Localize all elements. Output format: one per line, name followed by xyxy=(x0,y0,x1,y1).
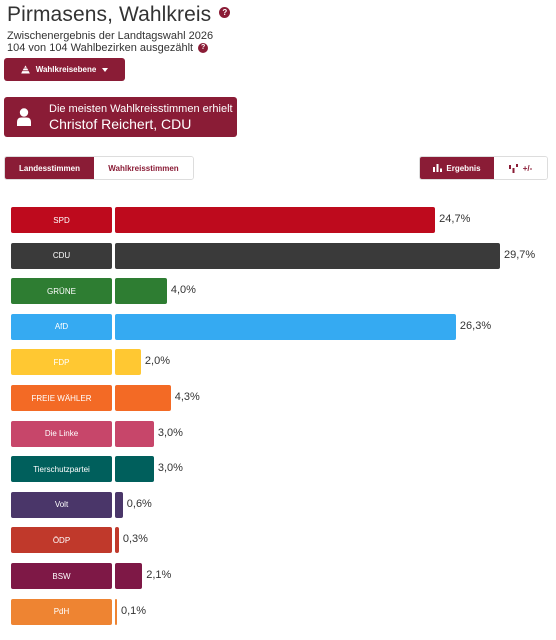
bar xyxy=(115,420,154,447)
bar-chart-icon xyxy=(433,164,443,172)
winner-caption: Die meisten Wahlkreisstimmen erhielt xyxy=(49,103,233,115)
diff-icon xyxy=(508,163,518,173)
view-result-button[interactable]: Ergebnis xyxy=(420,157,494,179)
party-label: SPD xyxy=(11,207,112,233)
winner-banner: Die meisten Wahlkreisstimmen erhielt Chr… xyxy=(4,97,237,137)
bar xyxy=(115,385,171,411)
bar xyxy=(115,278,167,305)
tab-landesstimmen[interactable]: Landesstimmen xyxy=(5,157,94,179)
result-bar-chart: SPD 24,7% CDU 29,7% GRÜNE 4,0% AfD 26,3% FDP 2,0%… xyxy=(0,200,556,640)
bar-value-label: 0,1% xyxy=(121,604,147,617)
party-label: FDP xyxy=(11,349,112,376)
party-label: ÖDP xyxy=(11,527,112,554)
party-label: Volt xyxy=(11,491,112,518)
party-label: Tierschutzpartei xyxy=(11,456,112,483)
party-label: FREIE WÄHLER xyxy=(11,385,112,411)
winner-name: Christof Reichert, CDU xyxy=(49,116,192,132)
party-label: BSW xyxy=(11,563,112,589)
pyramid-icon xyxy=(20,65,30,74)
help-icon[interactable]: ? xyxy=(198,43,209,53)
counted-text: 104 von 104 Wahlbezirken ausgezählt xyxy=(7,42,194,54)
party-label: Die Linke xyxy=(11,420,112,447)
bar-value-label: 24,7% xyxy=(439,213,471,225)
party-label: AfD xyxy=(11,313,112,340)
tab-wahlkreisstimmen[interactable]: Wahlkreisstimmen xyxy=(94,157,193,179)
page-title: Pirmasens, Wahlkreis xyxy=(7,3,212,26)
bar-value-label: 26,3% xyxy=(459,319,492,332)
view-diff-label: +/- xyxy=(522,163,533,173)
bar xyxy=(115,491,123,518)
header: Pirmasens, Wahlkreis ? xyxy=(7,3,231,27)
party-label: CDU xyxy=(11,242,112,269)
party-label: GRÜNE xyxy=(11,278,112,305)
bar-value-label: 29,7% xyxy=(504,248,536,261)
party-label: PdH xyxy=(11,598,112,625)
bar xyxy=(115,598,117,625)
level-dropdown-button[interactable]: Wahlkreisebene xyxy=(4,58,125,81)
bar-value-label: 0,3% xyxy=(122,533,148,546)
bar xyxy=(115,349,141,376)
person-icon xyxy=(17,108,31,126)
subtitle-result-type: Zwischenergebnis der Landtagswahl 2026 xyxy=(7,30,214,42)
bar xyxy=(115,242,500,269)
view-result-label: Ergebnis xyxy=(446,163,481,173)
view-diff-button[interactable]: +/- xyxy=(494,157,547,179)
view-toggle: Ergebnis +/- xyxy=(419,156,548,180)
bar-value-label: 2,0% xyxy=(144,355,170,368)
bar-value-label: 0,6% xyxy=(126,497,152,510)
bar-value-label: 4,0% xyxy=(170,284,196,297)
caret-down-icon xyxy=(102,67,109,72)
bar xyxy=(115,313,456,340)
bar-value-label: 3,0% xyxy=(157,426,183,439)
vote-type-tabs: Landesstimmen Wahlkreisstimmen xyxy=(4,156,194,180)
help-icon[interactable]: ? xyxy=(219,6,231,18)
bar-value-label: 3,0% xyxy=(157,462,183,475)
bar xyxy=(115,207,436,233)
bar xyxy=(115,456,154,483)
bar xyxy=(115,527,119,554)
bar-value-label: 2,1% xyxy=(146,569,172,581)
bar-value-label: 4,3% xyxy=(174,391,200,403)
level-dropdown-label: Wahlkreisebene xyxy=(35,65,97,74)
subtitle-counted: 104 von 104 Wahlbezirken ausgezählt ? xyxy=(7,42,209,54)
bar xyxy=(115,563,143,589)
